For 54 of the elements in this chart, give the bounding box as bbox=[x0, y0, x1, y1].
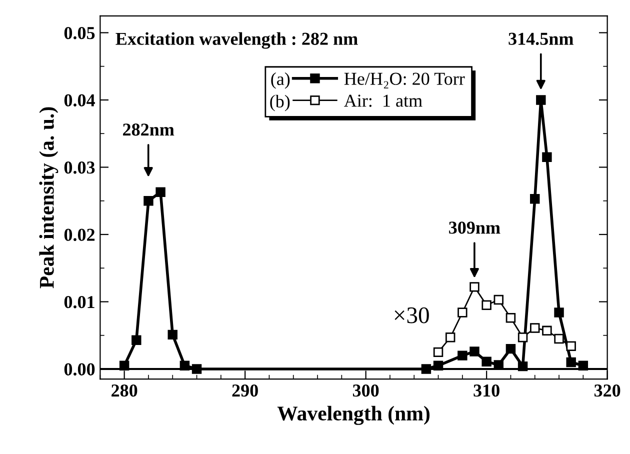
point bbox=[180, 360, 190, 370]
y-tick-label: 0.04 bbox=[64, 94, 95, 106]
point bbox=[445, 332, 456, 342]
annotation: 314.5nm bbox=[508, 32, 574, 45]
point bbox=[192, 364, 202, 374]
x-axis-title: Wavelength (nm) bbox=[277, 406, 430, 425]
point bbox=[506, 313, 516, 323]
point bbox=[433, 360, 444, 370]
point bbox=[421, 364, 432, 374]
point bbox=[458, 308, 468, 318]
point bbox=[433, 347, 444, 358]
point bbox=[530, 194, 540, 204]
annotation: 282nm bbox=[123, 124, 174, 136]
point bbox=[144, 196, 154, 206]
point bbox=[542, 152, 552, 162]
y-tick-label: 0.03 bbox=[64, 161, 95, 174]
point bbox=[470, 282, 480, 292]
x-tick-label: 310 bbox=[474, 384, 500, 397]
x-tick-label: 290 bbox=[232, 384, 258, 397]
point bbox=[554, 308, 564, 318]
point bbox=[156, 187, 166, 197]
legend-label: He/H₂O: 20 Torr bbox=[344, 72, 465, 88]
point bbox=[119, 360, 130, 370]
point bbox=[168, 330, 178, 340]
y-tick-label: 0.01 bbox=[64, 296, 94, 308]
point bbox=[566, 357, 576, 368]
point bbox=[536, 95, 546, 105]
point bbox=[542, 326, 552, 336]
annotation: 309nm bbox=[449, 222, 500, 234]
point bbox=[132, 335, 142, 345]
y-tick-label: 0.05 bbox=[64, 26, 95, 40]
point bbox=[482, 300, 492, 310]
y-tick-label: 0.02 bbox=[64, 228, 95, 242]
y-axis-title: Peak intensity (a. u.) bbox=[39, 107, 58, 288]
point bbox=[530, 323, 540, 333]
point bbox=[566, 341, 576, 351]
x-tick-label: 280 bbox=[112, 384, 138, 397]
point bbox=[470, 346, 480, 356]
point bbox=[518, 361, 528, 372]
point bbox=[518, 332, 528, 342]
annotation: ×30 bbox=[394, 307, 429, 324]
annotation: (a) bbox=[271, 72, 290, 89]
point bbox=[494, 294, 504, 305]
x-tick-label: 300 bbox=[352, 384, 379, 397]
point bbox=[506, 344, 516, 354]
legend-label: Air: 1 atm bbox=[344, 94, 422, 107]
annotation: Excitation wavelength : 282 nm bbox=[116, 32, 358, 49]
annotation: (b) bbox=[270, 94, 290, 112]
x-tick-label: 320 bbox=[594, 384, 620, 397]
point bbox=[482, 356, 492, 366]
point bbox=[578, 360, 588, 370]
point bbox=[458, 350, 468, 360]
y-tick-label: 0.00 bbox=[64, 363, 95, 376]
point bbox=[554, 334, 564, 344]
